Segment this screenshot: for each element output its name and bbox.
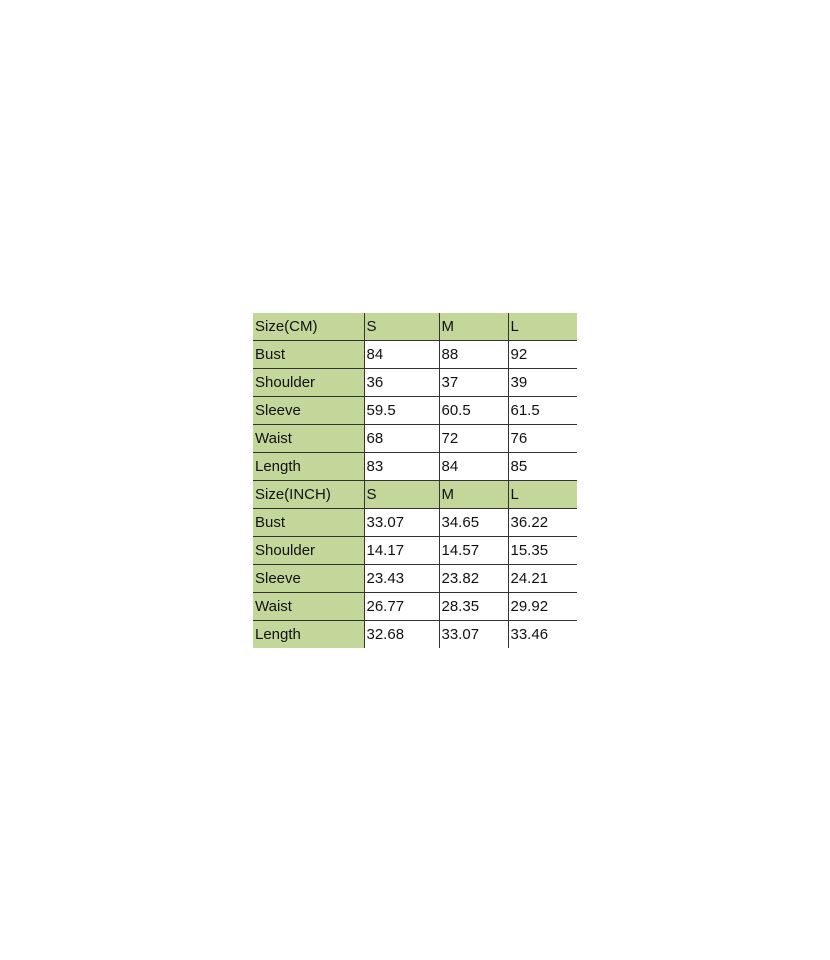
cell-value: 61.5 <box>507 396 577 425</box>
cell-value: 85 <box>507 452 577 481</box>
row-label: Bust <box>253 508 364 537</box>
table-row: Length 32.68 33.07 33.46 <box>253 620 577 648</box>
cell-value: L <box>507 313 577 341</box>
cell-value: 88 <box>438 340 508 369</box>
row-label: Length <box>253 620 364 648</box>
cell-value: 28.35 <box>438 592 508 621</box>
cell-value: 36.22 <box>507 508 577 537</box>
cell-value: 15.35 <box>507 536 577 565</box>
cell-value: 14.57 <box>438 536 508 565</box>
cell-value: 60.5 <box>438 396 508 425</box>
row-label: Shoulder <box>253 368 364 397</box>
cell-value: 33.07 <box>363 508 439 537</box>
cell-value: M <box>438 480 508 509</box>
cell-value: 37 <box>438 368 508 397</box>
cell-value: 33.07 <box>438 620 508 648</box>
table-row: Bust 33.07 34.65 36.22 <box>253 508 577 537</box>
row-label: Shoulder <box>253 536 364 565</box>
table-row: Length 83 84 85 <box>253 452 577 481</box>
row-label: Sleeve <box>253 564 364 593</box>
cell-value: 26.77 <box>363 592 439 621</box>
cell-value: M <box>438 313 508 341</box>
table-row: Sleeve 23.43 23.82 24.21 <box>253 564 577 593</box>
cell-value: 76 <box>507 424 577 453</box>
cell-value: 59.5 <box>363 396 439 425</box>
row-label: Waist <box>253 424 364 453</box>
table-row: Waist 68 72 76 <box>253 424 577 453</box>
row-label: Bust <box>253 340 364 369</box>
cell-value: 39 <box>507 368 577 397</box>
cell-value: S <box>363 313 439 341</box>
row-label: Waist <box>253 592 364 621</box>
cell-value: S <box>363 480 439 509</box>
cell-value: 84 <box>438 452 508 481</box>
table-row: Bust 84 88 92 <box>253 340 577 369</box>
cell-value: L <box>507 480 577 509</box>
cell-value: 32.68 <box>363 620 439 648</box>
table-row: Sleeve 59.5 60.5 61.5 <box>253 396 577 425</box>
cell-value: 36 <box>363 368 439 397</box>
cell-value: 34.65 <box>438 508 508 537</box>
cell-value: 68 <box>363 424 439 453</box>
header-row: Size(CM) S M L <box>253 313 577 341</box>
cell-value: 92 <box>507 340 577 369</box>
cell-value: 23.82 <box>438 564 508 593</box>
cell-value: 14.17 <box>363 536 439 565</box>
row-label: Size(INCH) <box>253 480 364 509</box>
table-row: Shoulder 14.17 14.57 15.35 <box>253 536 577 565</box>
cell-value: 24.21 <box>507 564 577 593</box>
table-row: Waist 26.77 28.35 29.92 <box>253 592 577 621</box>
cell-value: 83 <box>363 452 439 481</box>
cell-value: 72 <box>438 424 508 453</box>
cell-value: 84 <box>363 340 439 369</box>
table-row: Shoulder 36 37 39 <box>253 368 577 397</box>
cell-value: 33.46 <box>507 620 577 648</box>
cell-value: 23.43 <box>363 564 439 593</box>
row-label: Length <box>253 452 364 481</box>
row-label: Sleeve <box>253 396 364 425</box>
size-chart-table: Size(CM) S M L Bust 84 88 92 Shoulder 36 37 39 Sleev… <box>253 313 577 648</box>
header-row: Size(INCH) S M L <box>253 480 577 509</box>
row-label: Size(CM) <box>253 313 364 341</box>
cell-value: 29.92 <box>507 592 577 621</box>
